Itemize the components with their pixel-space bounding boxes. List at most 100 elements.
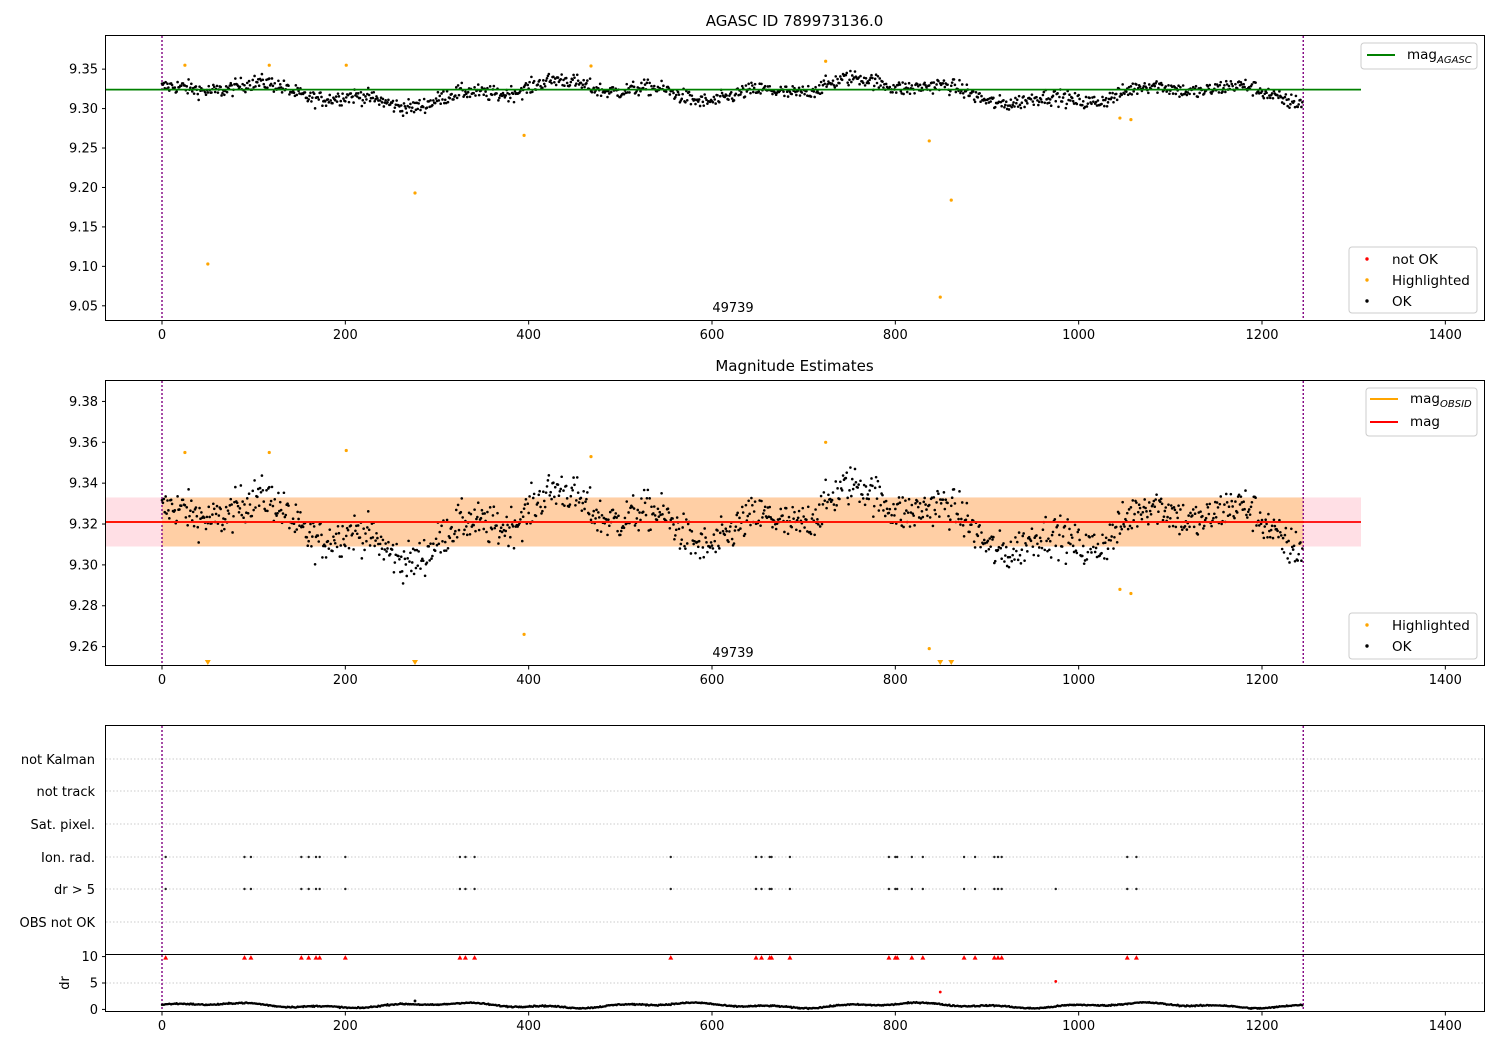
- ok-point: [743, 532, 747, 536]
- ok-point: [1002, 542, 1005, 545]
- ok-point: [1271, 96, 1275, 100]
- ok-point: [1112, 547, 1115, 550]
- ok-point: [810, 517, 814, 520]
- ok-point: [952, 488, 956, 491]
- dr-gt-5-flag: [993, 887, 996, 891]
- dr-gt-5-flag: [307, 887, 310, 891]
- ok-point: [1081, 544, 1085, 548]
- ok-point: [204, 93, 208, 97]
- ok-point: [486, 510, 489, 514]
- ok-point: [704, 536, 707, 539]
- ok-point: [1225, 501, 1229, 504]
- ok-point: [628, 91, 631, 94]
- ok-point: [738, 516, 741, 520]
- highlighted-point: [927, 139, 931, 143]
- ok-point: [718, 531, 722, 535]
- ok-point: [1205, 503, 1209, 506]
- ok-point: [1157, 510, 1160, 514]
- ok-point: [751, 90, 755, 94]
- ok-point: [883, 514, 887, 518]
- ok-point: [1164, 506, 1168, 509]
- ok-point: [425, 561, 429, 564]
- ok-point: [334, 532, 338, 536]
- ok-point: [949, 504, 953, 508]
- ok-point: [740, 505, 744, 509]
- ok-point: [1103, 541, 1107, 545]
- ok-point: [884, 499, 888, 503]
- ok-point: [1279, 534, 1283, 537]
- panel-estimates-marks: [106, 381, 1361, 665]
- ok-point: [862, 483, 866, 487]
- flag-label-obs-not-ok: OBS not OK: [20, 916, 96, 931]
- ok-point: [710, 544, 714, 547]
- ok-point: [849, 69, 852, 73]
- ok-point: [1191, 85, 1195, 89]
- ok-point: [988, 537, 992, 540]
- ok-point: [644, 513, 648, 517]
- ok-point: [403, 557, 407, 561]
- ok-point: [531, 90, 534, 94]
- ok-point: [980, 94, 983, 98]
- ok-point: [1277, 96, 1280, 100]
- ok-point: [893, 514, 896, 517]
- ok-point: [438, 530, 442, 534]
- y-tick-label: 9.35: [69, 63, 98, 78]
- ok-point: [544, 79, 548, 82]
- ok-point: [848, 489, 851, 492]
- ok-point: [229, 81, 233, 85]
- ok-point: [949, 84, 953, 88]
- ok-point: [1039, 98, 1043, 101]
- dr-gt-5-flag: [1135, 887, 1138, 891]
- ok-point: [660, 79, 663, 83]
- ok-point: [1192, 92, 1196, 96]
- ok-point: [337, 531, 341, 535]
- dr-outlier: [938, 990, 942, 994]
- ok-point: [254, 85, 257, 88]
- ok-point: [1261, 531, 1265, 535]
- ok-point: [164, 495, 167, 498]
- ok-point: [539, 505, 542, 509]
- ok-point: [403, 104, 407, 108]
- ok-point: [1017, 94, 1021, 98]
- ok-point: [536, 83, 540, 86]
- ok-point: [526, 83, 530, 87]
- ok-point: [852, 483, 856, 486]
- ok-point: [316, 95, 320, 99]
- ok-point: [456, 503, 460, 507]
- ok-point: [1108, 523, 1112, 526]
- ok-point: [1068, 527, 1071, 531]
- ok-point: [1193, 512, 1197, 515]
- ok-point: [680, 97, 684, 101]
- ok-point: [1147, 91, 1150, 95]
- ok-point: [1136, 525, 1139, 528]
- ok-point: [541, 86, 544, 90]
- ok-point: [1251, 94, 1255, 97]
- ok-point: [759, 92, 762, 95]
- ok-point: [268, 503, 272, 506]
- ok-point: [637, 93, 640, 97]
- panel-agasc-frame: [105, 35, 1485, 321]
- ok-point: [972, 540, 976, 543]
- ion-rad-flag: [770, 855, 773, 859]
- ok-point: [344, 544, 347, 548]
- ok-point: [939, 502, 943, 505]
- ok-point: [800, 91, 804, 94]
- ok-point: [861, 81, 865, 85]
- ok-point: [1036, 99, 1039, 102]
- dr-gt-5-flag: [887, 887, 891, 891]
- ok-point: [1157, 86, 1160, 90]
- ok-point: [840, 489, 844, 492]
- ion-rad-flag: [1000, 855, 1003, 859]
- ok-point: [614, 512, 618, 515]
- ok-point: [196, 92, 200, 96]
- ok-point: [362, 527, 365, 530]
- ok-point: [379, 535, 383, 539]
- ok-point: [962, 96, 966, 99]
- ok-point: [795, 93, 798, 97]
- ok-point: [176, 80, 179, 84]
- ok-point: [276, 511, 279, 515]
- ok-point: [167, 86, 170, 89]
- ok-point: [509, 535, 512, 539]
- ok-point: [421, 105, 425, 109]
- ok-point: [415, 548, 419, 552]
